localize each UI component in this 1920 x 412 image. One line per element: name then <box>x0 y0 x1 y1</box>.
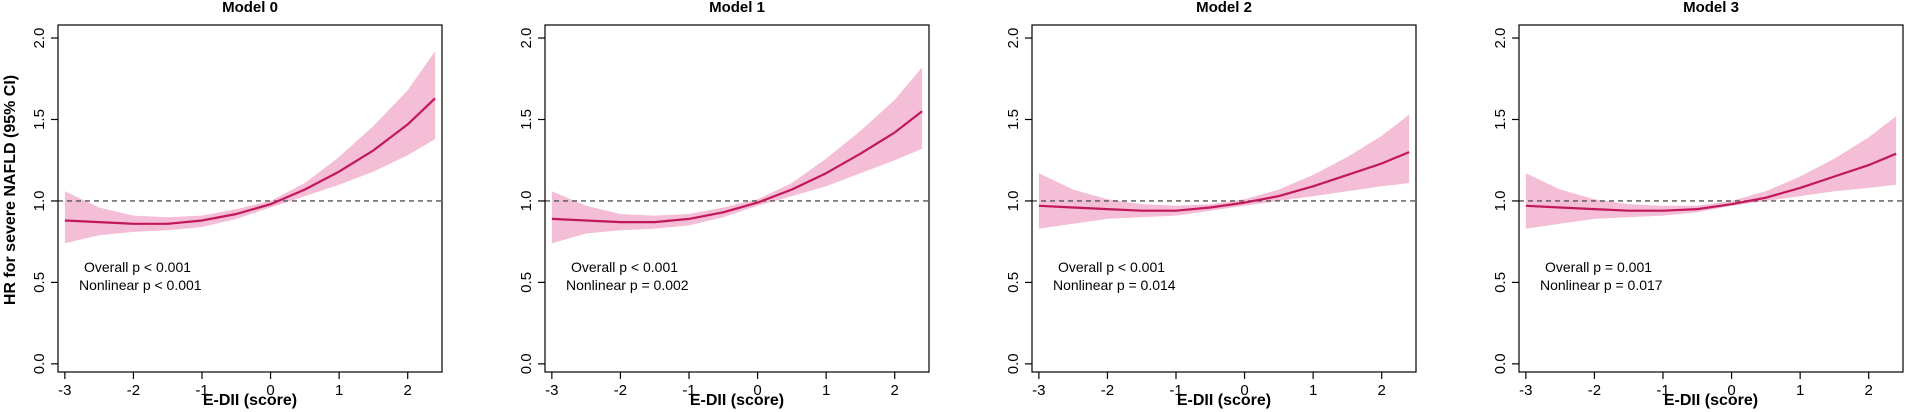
x-tick-label: -3 <box>545 382 558 399</box>
nonlinear-p-annotation: Nonlinear p = 0.017 <box>1540 277 1663 293</box>
y-tick-label: 1.5 <box>518 109 535 130</box>
plot-frame <box>544 24 930 373</box>
y-tick-label: 0.5 <box>31 272 48 293</box>
x-tick-label: 0 <box>1727 382 1735 399</box>
y-tick-label: 1.5 <box>1492 109 1509 130</box>
x-tick-label: -2 <box>614 382 627 399</box>
x-tick-label: 0 <box>753 382 761 399</box>
x-tick-label: 2 <box>404 382 412 399</box>
x-axis-title: E-DII (score) <box>1177 392 1271 409</box>
x-axis-title: E-DII (score) <box>1664 392 1758 409</box>
x-tick-label: 1 <box>335 382 343 399</box>
x-axis-title: E-DII (score) <box>690 392 784 409</box>
overall-p-annotation: Overall p < 0.001 <box>84 259 191 275</box>
plot-frame <box>1518 24 1904 373</box>
hr-curve <box>64 97 436 225</box>
panel-title: Model 2 <box>1196 0 1252 16</box>
nonlinear-p-annotation: Nonlinear p = 0.002 <box>566 277 689 293</box>
panel-model-1: Model 1 0.0 0.5 1.0 1.5 2.0 -3 -2 -1 0 1 2 E-DII (sc… <box>518 0 930 409</box>
x-tick-label: 0 <box>266 382 274 399</box>
hr-curve <box>1038 151 1410 212</box>
nonlinear-p-annotation: Nonlinear p = 0.014 <box>1053 277 1176 293</box>
plot-frame <box>57 24 443 373</box>
y-tick-label: 2.0 <box>1005 28 1022 49</box>
y-tick-label: 0.0 <box>518 353 535 374</box>
panel-model-2: Model 2 0.0 0.5 1.0 1.5 2.0 -3 -2 -1 0 1 2 E-DII (sc… <box>1005 0 1417 409</box>
panel-title: Model 3 <box>1683 0 1739 16</box>
nonlinear-p-annotation: Nonlinear p < 0.001 <box>79 277 202 293</box>
plot-frame <box>1031 24 1417 373</box>
ci-band <box>1038 114 1410 229</box>
x-tick-label: -3 <box>1032 382 1045 399</box>
x-tick-label: -3 <box>58 382 71 399</box>
ci-band <box>64 51 436 244</box>
y-tick-label: 1.0 <box>1492 191 1509 212</box>
y-tick-label: 2.0 <box>1492 28 1509 49</box>
y-tick-label: 2.0 <box>518 28 535 49</box>
hr-curve <box>551 110 923 224</box>
overall-p-annotation: Overall p < 0.001 <box>571 259 678 275</box>
y-tick-label: 0.0 <box>1005 353 1022 374</box>
y-tick-label: 0.5 <box>1492 272 1509 293</box>
y-tick-label: 0.0 <box>31 353 48 374</box>
x-tick-label: 0 <box>1240 382 1248 399</box>
panel-model-0: Model 0 0.0 0.5 1.0 1.5 2.0 -3 -2 -1 0 1 2 E-DII (sc… <box>31 0 443 409</box>
x-tick-label: -2 <box>127 382 140 399</box>
x-tick-label: -1 <box>195 382 208 399</box>
y-tick-label: 1.5 <box>1005 109 1022 130</box>
panel-title: Model 1 <box>709 0 765 16</box>
x-tick-label: 2 <box>1865 382 1873 399</box>
x-tick-label: 1 <box>1309 382 1317 399</box>
y-tick-label: 1.0 <box>518 191 535 212</box>
y-tick-label: 0.0 <box>1492 353 1509 374</box>
ci-band <box>1525 116 1897 229</box>
x-tick-label: -2 <box>1588 382 1601 399</box>
x-axis-title: E-DII (score) <box>203 392 297 409</box>
y-axis-title: HR for severe NAFLD (95% CI) <box>2 75 19 305</box>
x-tick-label: 1 <box>1796 382 1804 399</box>
panel-model-3: Model 3 0.0 0.5 1.0 1.5 2.0 -3 -2 -1 0 1 2 E-DII (sc… <box>1492 0 1904 409</box>
y-tick-label: 0.5 <box>1005 272 1022 293</box>
x-tick-label: -2 <box>1101 382 1114 399</box>
y-tick-label: 1.0 <box>31 191 48 212</box>
x-tick-label: 2 <box>891 382 899 399</box>
x-tick-label: 2 <box>1378 382 1386 399</box>
ci-band <box>551 67 923 244</box>
y-tick-label: 0.5 <box>518 272 535 293</box>
x-tick-label: -1 <box>1169 382 1182 399</box>
y-tick-label: 2.0 <box>31 28 48 49</box>
x-tick-label: -3 <box>1519 382 1532 399</box>
overall-p-annotation: Overall p < 0.001 <box>1058 259 1165 275</box>
hr-curve <box>1525 152 1897 212</box>
x-tick-label: 1 <box>822 382 830 399</box>
y-tick-label: 1.5 <box>31 109 48 130</box>
overall-p-annotation: Overall p = 0.001 <box>1545 259 1652 275</box>
x-tick-label: -1 <box>1656 382 1669 399</box>
panel-title: Model 0 <box>222 0 278 16</box>
y-tick-label: 1.0 <box>1005 191 1022 212</box>
x-tick-label: -1 <box>682 382 695 399</box>
